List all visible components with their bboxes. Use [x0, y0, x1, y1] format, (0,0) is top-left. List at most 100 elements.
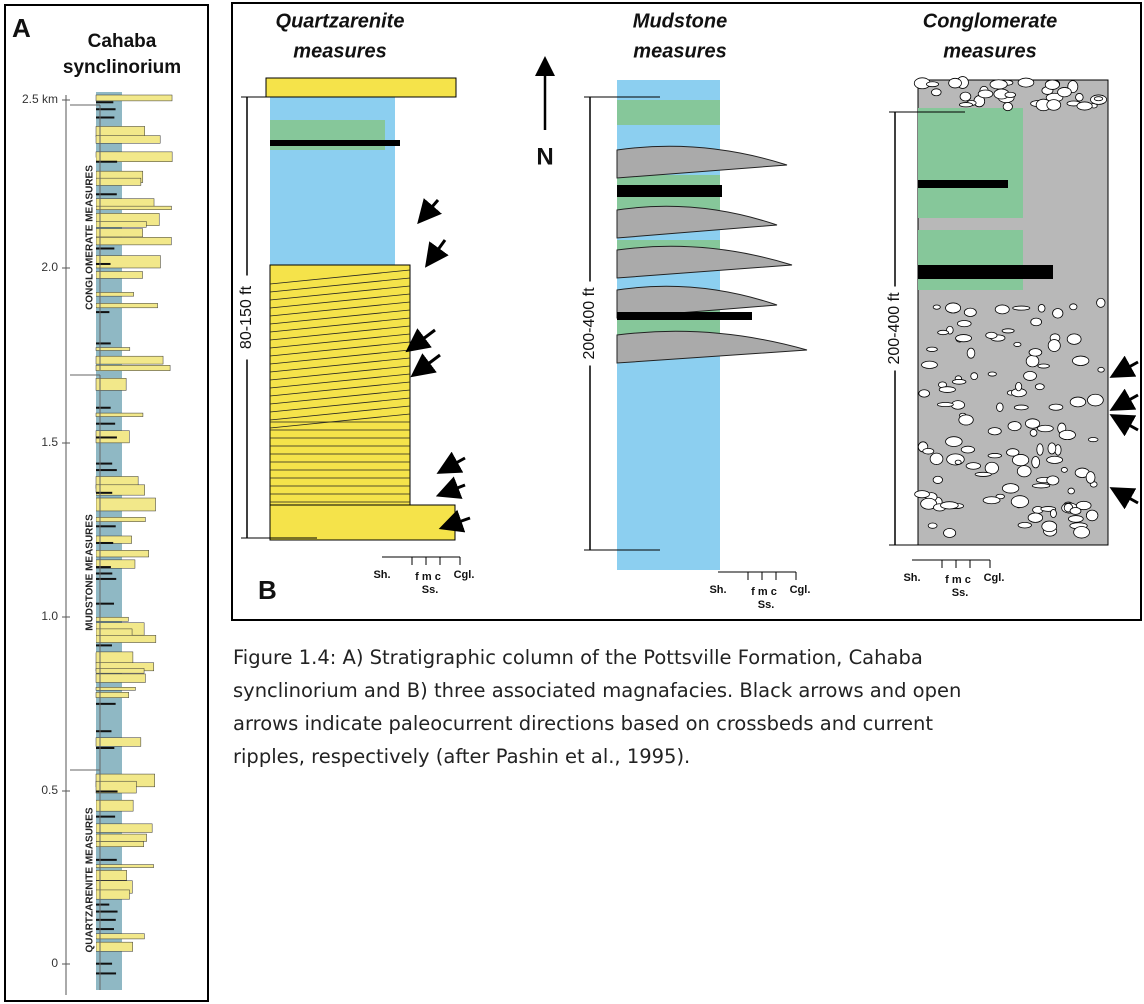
scale-label: Cgl.: [454, 569, 475, 581]
coal-bed: [96, 193, 117, 195]
column-title: Conglomerate: [923, 10, 1057, 32]
paleocurrent-arrow: [447, 458, 465, 468]
pebble: [1005, 92, 1016, 97]
sand-bed: [96, 674, 145, 683]
coal-bed: [96, 963, 112, 965]
sand-bed: [96, 668, 144, 673]
coal-bed: [96, 904, 109, 906]
pebble: [1070, 397, 1085, 407]
paleocurrent-arrow: [415, 330, 435, 345]
pebble: [1025, 419, 1039, 428]
coal-bed: [96, 311, 109, 313]
sand-bed: [96, 738, 141, 747]
depth-label: 0: [51, 956, 58, 970]
sand-bed: [96, 934, 144, 939]
pebble: [926, 82, 938, 87]
pebble: [1002, 329, 1014, 333]
sand-bed: [96, 824, 152, 833]
pebble: [937, 402, 953, 406]
coal-bed: [96, 578, 116, 580]
pebble: [1058, 87, 1072, 96]
paleocurrent-arrow: [1120, 493, 1138, 503]
sand-bed: [96, 865, 154, 868]
coal-bed: [96, 116, 114, 118]
pebble: [944, 528, 956, 537]
pebble: [1028, 513, 1043, 522]
sand-bed: [96, 199, 154, 207]
coal: [918, 180, 1008, 188]
sand-bed: [96, 687, 135, 690]
pebble: [1059, 430, 1075, 439]
pebble: [960, 92, 971, 101]
pebble: [1068, 516, 1083, 523]
scale-label: Cgl.: [984, 572, 1005, 584]
pebble: [1061, 467, 1067, 472]
pebble: [986, 332, 997, 338]
pebble: [1048, 443, 1056, 454]
caption: Figure 1.4: A) Stratigraphic column of t…: [233, 646, 961, 768]
sand-bed: [96, 126, 145, 136]
sand-bed: [96, 347, 130, 350]
sand-bed: [96, 635, 156, 642]
sand-bed: [96, 870, 127, 880]
sand-bed: [96, 206, 171, 210]
sand-bed: [96, 136, 160, 144]
pebble: [1047, 100, 1061, 111]
pebble: [961, 446, 974, 453]
figure: ACahabasynclinorium2.5 km2.01.51.00.50CO…: [0, 0, 1144, 1004]
coal-bed: [96, 730, 111, 732]
depth-label: 1.0: [41, 609, 58, 623]
pebble: [952, 379, 966, 384]
sand-bed: [96, 365, 170, 370]
grain-scale: [718, 572, 796, 580]
coal-bed: [96, 747, 114, 749]
caption-line: Figure 1.4: A) Stratigraphic column of t…: [233, 646, 923, 669]
pebble: [1068, 488, 1075, 494]
sand-bed: [96, 413, 143, 417]
pebble: [1047, 476, 1059, 485]
pebble: [988, 428, 1001, 435]
pebble: [1012, 454, 1028, 465]
pebble: [1088, 437, 1098, 441]
coal-green: [617, 100, 720, 125]
coal-bed: [96, 407, 111, 409]
pebble: [956, 335, 972, 342]
pebble: [1014, 342, 1021, 346]
caption-line: arrows indicate paleocurrent directions …: [233, 712, 933, 735]
pebble: [988, 453, 1002, 457]
sand-bed: [96, 517, 145, 521]
caption-line: synclinorium and B) three associated mag…: [233, 679, 961, 702]
pebble: [955, 460, 961, 464]
scale-label: Ss.: [952, 587, 969, 599]
coal-bed: [96, 463, 112, 465]
coal-bed: [96, 919, 116, 921]
pebble: [1070, 304, 1077, 310]
pebble: [1038, 304, 1045, 312]
sand-bed: [96, 356, 163, 364]
coal-bed: [96, 492, 112, 494]
page: {"panel_a":{"label":"A","title":["Cahaba…: [0, 0, 1144, 1004]
pebble: [1011, 496, 1028, 508]
pebble: [988, 372, 996, 376]
sand-bed: [96, 692, 129, 697]
paleocurrent-arrow: [420, 355, 440, 370]
pebble: [941, 502, 959, 509]
depth-label: 2.0: [41, 260, 58, 274]
pebble: [995, 305, 1009, 314]
coal-bed: [96, 542, 113, 544]
coal-bed: [96, 911, 118, 913]
top-sand: [266, 78, 456, 97]
pebble: [971, 373, 978, 380]
pebble: [1047, 456, 1063, 463]
pebble: [931, 89, 941, 96]
pebble: [1035, 384, 1044, 390]
sand-bed: [96, 256, 160, 268]
sand-bed: [96, 617, 128, 621]
pebble: [966, 463, 981, 470]
pebble: [1094, 97, 1102, 101]
pebble: [1018, 78, 1034, 87]
interval-label: MUDSTONE MEASURES: [85, 514, 96, 631]
pebble: [997, 403, 1004, 412]
coal: [617, 312, 752, 320]
sand-bed: [96, 378, 126, 390]
